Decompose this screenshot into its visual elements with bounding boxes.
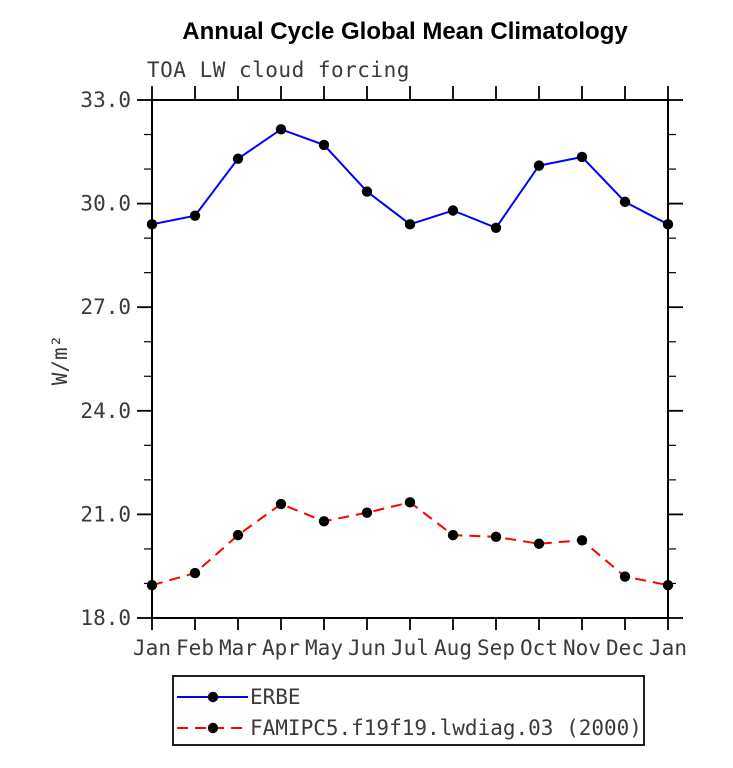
- data-point: [232, 153, 244, 164]
- data-point: [447, 529, 459, 541]
- y-tick-label: 27.0: [80, 295, 131, 319]
- data-point: [576, 151, 588, 163]
- data-point: [619, 571, 631, 582]
- legend-box: ERBE FAMIPC5.f19f19.lwdiag.03 (2000): [172, 675, 645, 746]
- data-point: [490, 531, 502, 543]
- x-tick-label: Feb: [176, 636, 214, 660]
- data-point: [232, 529, 244, 541]
- data-point: [447, 205, 459, 216]
- data-point: [361, 186, 373, 197]
- data-point: [361, 507, 373, 518]
- data-point: [533, 160, 545, 171]
- x-tick-label: May: [305, 636, 343, 660]
- legend-marker-dot-icon: [207, 722, 219, 734]
- plot-area: Jan Feb Mar Apr May Jun Jul Aug Sep Oct Nov Dec Jan1…: [80, 86, 687, 660]
- data-point: [404, 219, 416, 230]
- data-point: [662, 579, 674, 591]
- legend-item-erbe: ERBE: [175, 686, 301, 708]
- chart-subtitle: TOA LW cloud forcing: [147, 58, 410, 82]
- data-point: [619, 196, 631, 208]
- series-line-0: [151, 128, 669, 229]
- data-point: [275, 498, 287, 510]
- legend-marker-dot-icon: [207, 691, 219, 703]
- x-tick-label: Nov: [563, 636, 601, 660]
- data-point: [533, 538, 545, 549]
- y-tick-label: 18.0: [80, 606, 131, 630]
- x-tick-label: Mar: [219, 636, 257, 660]
- data-point: [146, 579, 158, 591]
- x-tick-label: Sep: [477, 636, 515, 660]
- y-tick-label: 30.0: [80, 192, 131, 216]
- legend-sample-erbe: [177, 691, 248, 703]
- data-point: [662, 219, 674, 230]
- legend-item-model: FAMIPC5.f19f19.lwdiag.03 (2000): [175, 717, 642, 739]
- x-tick-label: Jan: [649, 636, 687, 660]
- x-tick-label: Dec: [606, 636, 644, 660]
- x-tick-label: Apr: [262, 636, 300, 660]
- plot-frame: [151, 99, 669, 619]
- x-tick-label: Jan: [133, 636, 171, 660]
- x-tick-label: Jul: [391, 636, 429, 660]
- y-tick-label: 33.0: [80, 88, 131, 112]
- data-point: [404, 497, 416, 508]
- data-point: [576, 535, 588, 546]
- x-tick-label: Aug: [434, 636, 472, 660]
- data-point: [189, 210, 201, 221]
- legend-label-erbe: ERBE: [250, 685, 301, 709]
- data-point: [318, 139, 330, 151]
- x-tick-label: Oct: [520, 636, 558, 660]
- legend-label-model: FAMIPC5.f19f19.lwdiag.03 (2000): [250, 716, 642, 740]
- data-point: [189, 567, 201, 579]
- data-point: [146, 219, 158, 230]
- y-tick-label: 21.0: [80, 502, 131, 526]
- chart-title: Annual Cycle Global Mean Climatology: [182, 18, 628, 45]
- data-point: [490, 222, 502, 233]
- legend-sample-model: [177, 722, 248, 734]
- y-tick-label: 24.0: [80, 399, 131, 423]
- x-tick-label: Jun: [348, 636, 386, 660]
- series-line-1: [151, 501, 669, 587]
- data-point: [318, 516, 330, 527]
- data-point: [275, 124, 287, 135]
